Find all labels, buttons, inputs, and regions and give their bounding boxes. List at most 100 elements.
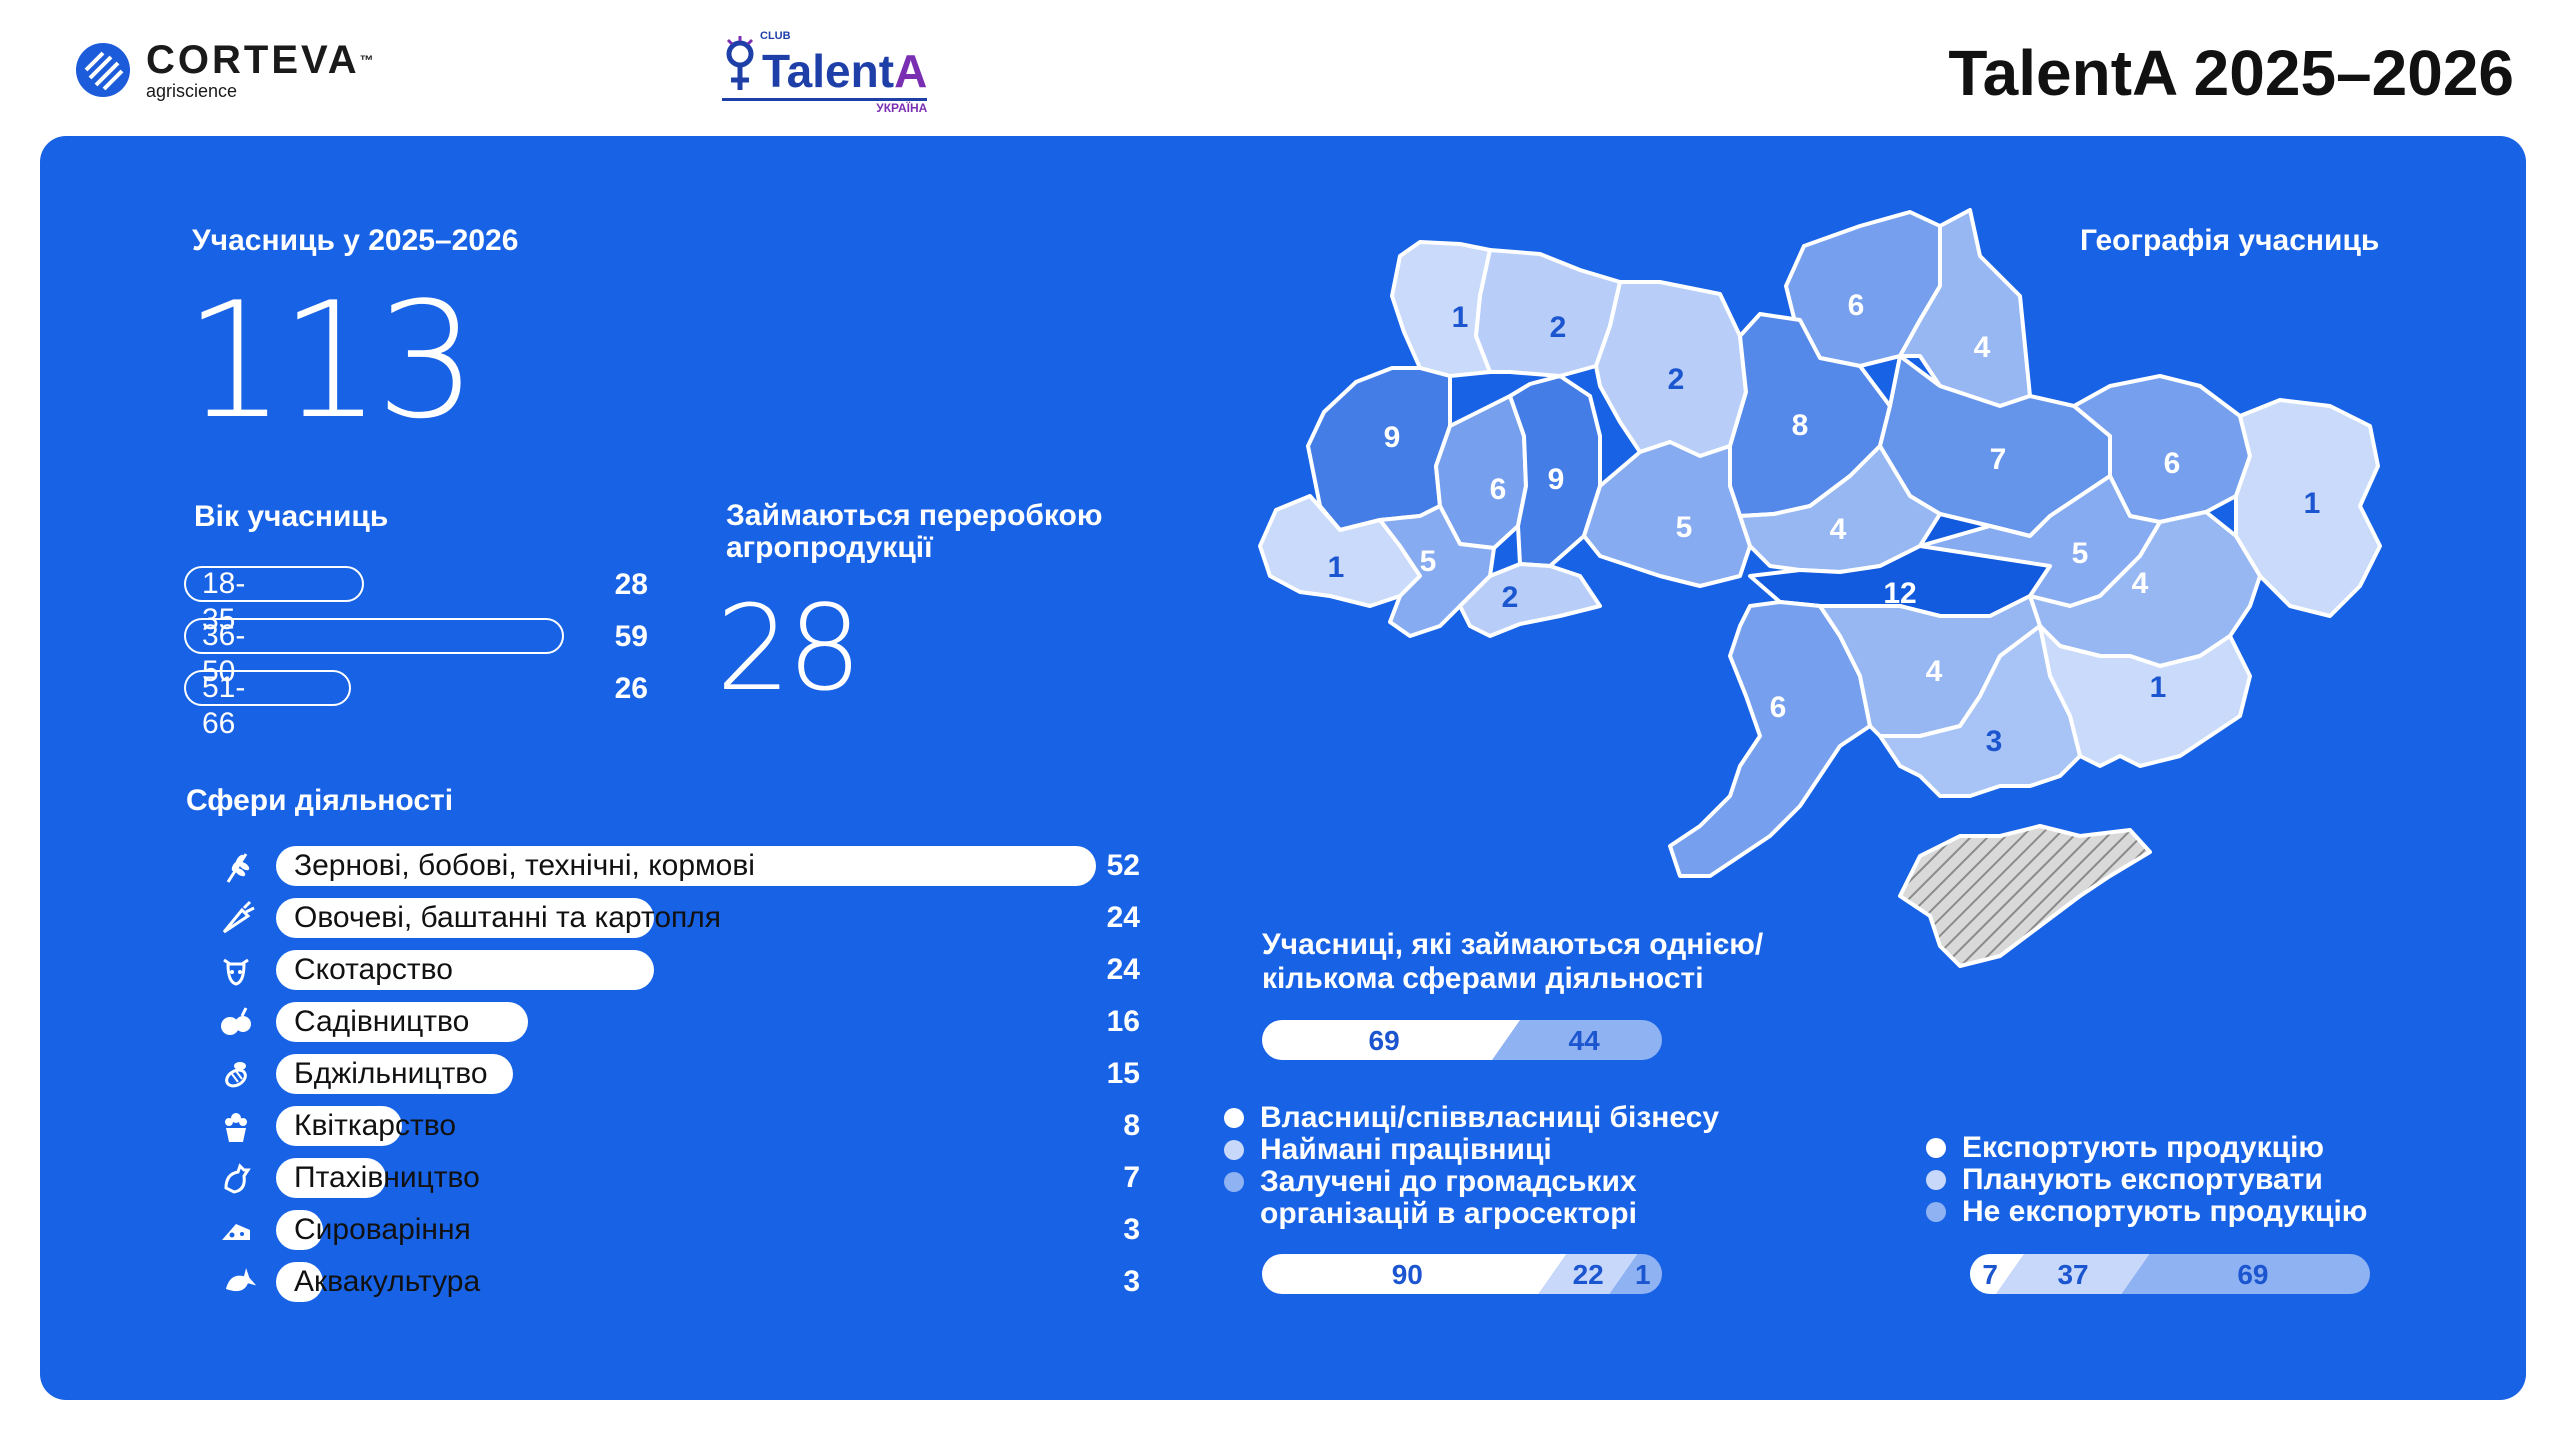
map-region-value: 1 [2304,487,2321,520]
participants-count: 113 [184,267,477,454]
legend-item: Наймані працівниці [1224,1134,1719,1166]
legend-dot-icon [1926,1138,1946,1158]
stacked-segment-value: 37 [2057,1259,2088,1290]
age-bar [184,670,351,706]
activity-value: 16 [1106,1005,1140,1038]
legend-item: Експортують продукцію [1926,1132,2367,1164]
club-country: УКРАЇНА [876,101,928,115]
stacked-segment [1538,1254,1638,1294]
club-name-main: Talent [762,45,895,97]
activity-bar [276,1106,402,1146]
map-region [1458,562,1602,638]
stacked-segment [1262,1020,1521,1060]
map-region [1878,624,2082,798]
legend-label: Планують експортувати [1962,1163,2323,1196]
activity-label: Аквакультура [294,1265,481,1298]
map-region-value: 12 [1883,577,1916,610]
female-symbol-icon [726,36,754,90]
stacked-segment [2121,1254,2370,1294]
activity-label: Квіткарство [294,1109,456,1142]
stacked-segment [1492,1020,1662,1060]
map-region-value: 6 [1848,289,1865,322]
map-region-value: 7 [1990,443,2007,476]
map-region [1390,240,1492,378]
map-region-value: 9 [1384,421,1401,454]
map-region-value: 6 [1490,473,1507,506]
cow-icon [223,958,249,986]
map-region-value: 1 [1328,551,1345,584]
stacked-segment-value: 44 [1569,1025,1601,1056]
stacked-segment [1609,1254,1662,1294]
map-region-value: 5 [1420,545,1437,578]
activity-value: 7 [1123,1161,1140,1194]
stacked-segment-value: 1 [1635,1259,1651,1290]
age-group-value: 26 [614,672,648,705]
legend-dot-icon [1926,1202,1946,1222]
map-region-value: 4 [1830,513,1847,546]
legend-item: Власниці/співвласниці бізнесу [1224,1102,1719,1134]
map-region-value: 6 [1770,691,1787,724]
stacked-segment [1970,1254,2025,1294]
activities-label: Сфери діяльності [186,784,454,817]
map-region-value: 4 [2132,567,2149,600]
map-region-value: 2 [1668,363,1685,396]
legend-item: Не експортують продукцію [1926,1196,2367,1228]
activity-bar [276,898,654,938]
spheres-label-line2: кількома сферами діяльності [1262,962,1704,995]
map-region [1668,600,1872,878]
activity-bar [276,1002,528,1042]
age-group-label: 51-66 [202,671,246,740]
map-region-value: 5 [1676,511,1693,544]
geography-label: Географія учасниць [2080,224,2380,257]
map-region [1582,440,1752,588]
activity-label: Птахівництво [294,1161,480,1194]
export-stacked-bar: 7 37 69 [1970,1254,2370,1294]
spheres-label: Учасниці, які займаються однією/ кільком… [1262,928,1763,996]
activity-label: Овочеві, баштанні та картопля [294,901,722,934]
activity-label: Скотарство [294,953,453,986]
cheese-icon [222,1224,250,1240]
activity-value: 24 [1106,901,1140,934]
spheres-stacked-bar: 69 44 [1262,1020,1662,1060]
map-region-value: 4 [1926,655,1943,688]
map-region-value: 6 [2164,447,2181,480]
activity-value: 15 [1106,1057,1140,1090]
activity-bar [276,1054,513,1094]
map-region-value: 3 [1986,725,2003,758]
legend-label: Власниці/співвласниці бізнесу [1260,1101,1720,1134]
activity-bar [276,950,654,990]
brand-tm: ™ [359,52,377,68]
stacked-segment-value: 22 [1573,1259,1604,1290]
wheat-icon [226,853,250,883]
map-region [1474,248,1622,378]
age-label: Вік учасниць [194,500,389,533]
club-talenta-logo: CLUB TalentA УКРАЇНА [722,30,928,115]
brand-name: CORTEVA [146,38,360,82]
stacked-segment-value: 69 [2237,1259,2268,1290]
legend-item: Залучені до громадських організацій в агр… [1224,1166,1719,1230]
processing-count: 28 [716,579,862,717]
activity-value: 8 [1123,1109,1140,1142]
flower-pot-icon [225,1113,247,1142]
business-stacked-bar: 90 22 1 [1262,1254,1662,1294]
corteva-logo: CORTEVA™ agriscience [74,40,377,100]
stacked-segment [1262,1254,1567,1294]
brand-subtitle: agriscience [146,81,238,101]
legend-dot-icon [1926,1170,1946,1190]
legend-label: Залучені до громадських організацій в агр… [1260,1165,1637,1230]
activity-value: 52 [1106,849,1140,882]
legend-dot-icon [1224,1140,1244,1160]
legend-label: Наймані працівниці [1260,1133,1552,1166]
map-region-value: 2 [1502,581,1519,614]
page-title: TalentA 2025–2026 [1948,37,2514,109]
infographic-panel: Учасниць у 2025–2026 113 Вік учасниць 18… [40,136,2526,1400]
club-label: CLUB [760,30,791,42]
activity-value: 24 [1106,953,1140,986]
carrot-icon [222,900,255,934]
activity-bar [276,1262,323,1302]
activity-value: 3 [1123,1265,1140,1298]
map-region-value: 1 [1452,301,1469,334]
map-region-value: 2 [1550,311,1567,344]
legend-item: Планують експортувати [1926,1164,2367,1196]
